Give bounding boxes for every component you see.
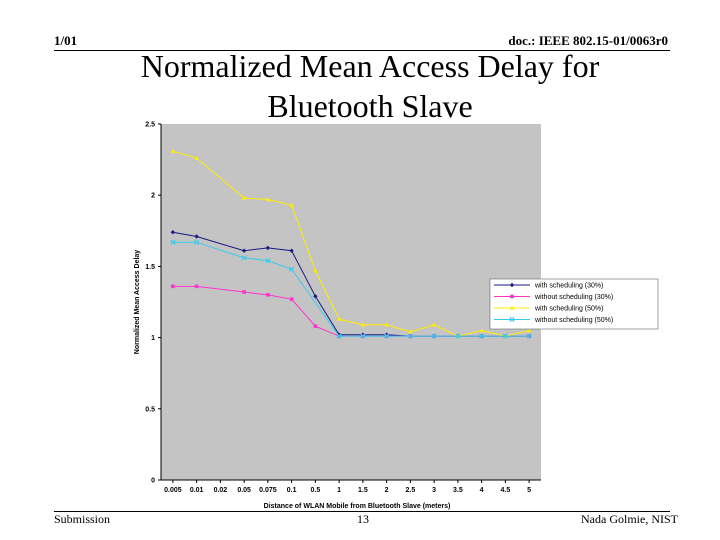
x-tick-label: 0.1 bbox=[287, 487, 297, 494]
y-tick-label: 2 bbox=[151, 193, 155, 200]
legend-label: without scheduling (50%) bbox=[534, 317, 613, 324]
x-tick-label: 1 bbox=[337, 487, 341, 494]
legend-label: with scheduling (30%) bbox=[534, 283, 603, 290]
header-doc-id: doc.: IEEE 802.15-01/0063r0 bbox=[508, 33, 668, 48]
header-rule bbox=[54, 50, 670, 51]
data-point bbox=[289, 202, 294, 207]
x-tick-label: 3.5 bbox=[453, 487, 463, 494]
data-point bbox=[336, 316, 342, 321]
y-tick-label: 1 bbox=[151, 335, 155, 342]
legend: with scheduling (30%) without scheduling … bbox=[489, 278, 659, 330]
footer-page-number: 13 bbox=[357, 512, 369, 526]
data-point bbox=[170, 148, 176, 153]
header-date: 1/01 bbox=[54, 33, 78, 48]
y-tick-label: 0.5 bbox=[145, 406, 155, 413]
data-point bbox=[502, 333, 508, 339]
data-point bbox=[408, 329, 413, 334]
data-point bbox=[526, 328, 532, 333]
data-point bbox=[194, 155, 199, 160]
data-point bbox=[313, 324, 318, 329]
slide-title: Normalized Mean Access Delay for Bluetoo… bbox=[140, 48, 600, 124]
y-tick-label: 0 bbox=[151, 478, 155, 485]
data-point bbox=[242, 290, 246, 294]
data-point bbox=[265, 258, 271, 264]
data-point bbox=[336, 333, 342, 339]
data-point bbox=[170, 230, 176, 235]
x-tick-label: 5 bbox=[527, 487, 531, 494]
data-point bbox=[289, 266, 295, 272]
data-point bbox=[289, 297, 294, 301]
data-point bbox=[241, 195, 247, 200]
x-tick-label: 4 bbox=[480, 487, 484, 494]
data-point bbox=[194, 234, 199, 239]
data-point bbox=[407, 333, 413, 339]
data-point bbox=[241, 248, 247, 253]
x-tick-label: 1.5 bbox=[358, 487, 368, 494]
data-point bbox=[360, 322, 366, 327]
data-point bbox=[479, 328, 484, 333]
x-tick-label: 0.005 bbox=[164, 487, 182, 494]
data-point bbox=[194, 239, 200, 245]
legend-label: without scheduling (30%) bbox=[534, 294, 613, 301]
data-point bbox=[171, 284, 175, 289]
plot-area bbox=[161, 124, 541, 480]
data-point bbox=[431, 333, 437, 339]
data-point bbox=[265, 245, 271, 251]
x-tick-label: 3 bbox=[432, 487, 436, 494]
data-point bbox=[384, 322, 389, 327]
y-tick-label: 1.5 bbox=[145, 264, 155, 271]
data-point bbox=[265, 197, 271, 202]
data-point bbox=[431, 322, 437, 327]
legend-marker bbox=[510, 294, 514, 299]
x-tick-label: 0.5 bbox=[311, 487, 321, 494]
data-point bbox=[241, 255, 247, 261]
series-4 bbox=[170, 239, 532, 339]
data-point bbox=[384, 333, 390, 339]
footer-author: Nada Golmie, NIST bbox=[581, 512, 678, 526]
legend-marker bbox=[509, 305, 515, 310]
x-tick-label: 0.02 bbox=[214, 487, 228, 494]
data-point bbox=[455, 333, 461, 339]
x-tick-label: 4.5 bbox=[501, 487, 511, 494]
x-tick-label: 0.075 bbox=[259, 487, 277, 494]
legend-marker bbox=[509, 282, 515, 288]
legend-marker bbox=[509, 316, 515, 323]
x-tick-label: 0.01 bbox=[190, 487, 204, 494]
x-tick-label: 0.05 bbox=[237, 487, 251, 494]
data-point bbox=[526, 333, 532, 339]
data-point bbox=[194, 284, 199, 289]
x-tick-label: 2.5 bbox=[406, 487, 416, 494]
y-axis-label: Normalized Mean Access Delay bbox=[134, 250, 141, 355]
x-axis-label: Distance of WLAN Mobile from Bluetooth S… bbox=[264, 503, 451, 510]
y-tick-label: 2.5 bbox=[145, 122, 155, 129]
series-line bbox=[172, 241, 530, 337]
legend-box bbox=[489, 278, 659, 330]
data-point bbox=[313, 268, 318, 273]
footer-rule bbox=[54, 511, 670, 512]
data-point bbox=[266, 293, 270, 297]
data-point bbox=[360, 333, 366, 339]
data-point bbox=[479, 333, 485, 339]
data-point bbox=[289, 248, 294, 253]
legend-label: with scheduling (50%) bbox=[534, 306, 603, 313]
data-point bbox=[313, 294, 318, 299]
x-tick-label: 2 bbox=[385, 487, 389, 494]
footer-submission: Submission bbox=[54, 512, 111, 526]
data-point bbox=[170, 239, 176, 245]
